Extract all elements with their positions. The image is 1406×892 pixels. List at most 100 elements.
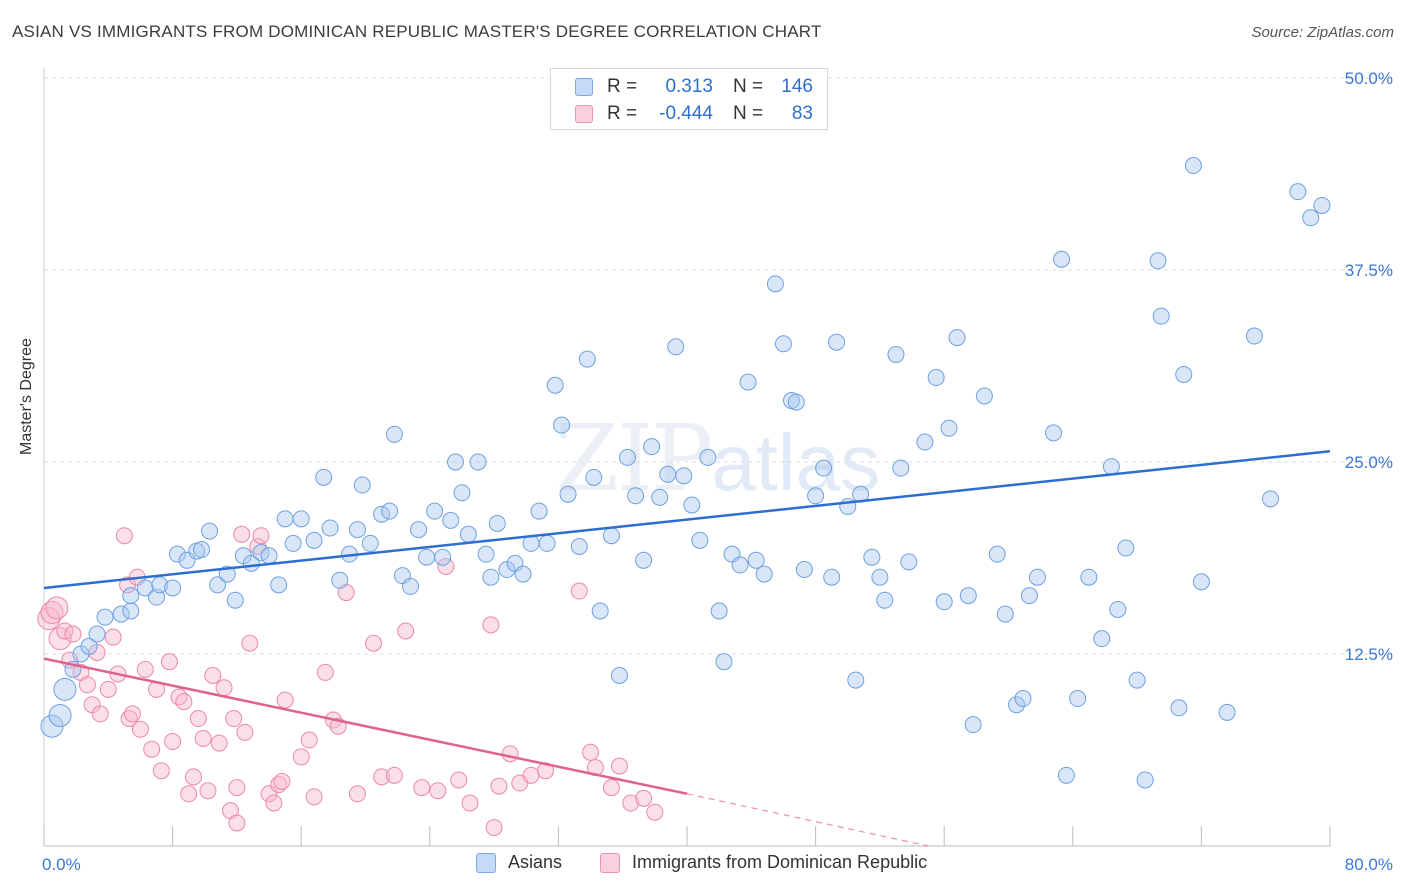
asian-point	[193, 541, 211, 559]
dominican-point	[228, 814, 246, 832]
asian-point	[988, 545, 1006, 563]
dominican-point	[273, 772, 291, 790]
asian-point	[871, 568, 889, 586]
asian-point	[348, 521, 366, 539]
asian-trend-line	[43, 450, 1331, 590]
asian-point	[447, 453, 465, 471]
dominican-point	[64, 625, 82, 643]
legend-r-value: -0.444	[659, 103, 713, 124]
dominican-point	[522, 766, 540, 784]
asian-point	[1313, 196, 1331, 214]
asian-point	[201, 522, 219, 540]
asian-point	[739, 373, 757, 391]
asian-point	[847, 671, 865, 689]
asian-point	[1262, 490, 1280, 508]
asian-point	[643, 438, 661, 456]
asian-point	[1184, 157, 1202, 175]
asian-point	[1245, 327, 1263, 345]
dominican-point	[501, 745, 519, 763]
asian-point	[935, 593, 953, 611]
dominican-point	[48, 627, 72, 651]
dominican-point	[136, 660, 154, 678]
dominican-point	[316, 663, 334, 681]
dominican-trend-extension	[686, 793, 929, 847]
asian-point	[610, 667, 628, 685]
dominican-point	[164, 733, 182, 751]
dominican-point	[228, 779, 246, 797]
asian-point	[292, 510, 310, 528]
dominican-point	[450, 771, 468, 789]
asian-point	[927, 369, 945, 387]
legend-n-label: N =	[733, 103, 764, 124]
asian-point	[651, 488, 669, 506]
asian-point	[361, 534, 379, 552]
asian-point	[715, 653, 733, 671]
dominican-point	[143, 740, 161, 758]
asian-point	[900, 553, 918, 571]
dominican-point	[180, 785, 198, 803]
y-tick-label: 25.0%	[1345, 453, 1393, 472]
dominican-point	[482, 616, 500, 634]
asian-point	[402, 577, 420, 595]
dominican-point	[131, 720, 149, 738]
dominican-point	[170, 688, 188, 706]
asian-point	[959, 587, 977, 605]
asian-point	[477, 545, 495, 563]
legend-row-dominican: R = -0.444 N = 83	[575, 102, 813, 126]
asian-point	[996, 605, 1014, 623]
asian-point	[53, 677, 77, 701]
asian-point	[683, 496, 701, 514]
dominican-point	[485, 819, 503, 837]
asian-point	[270, 576, 288, 594]
asian-point	[488, 514, 506, 532]
dominican-point	[622, 794, 640, 812]
asian-point	[964, 716, 982, 734]
asian-point	[459, 525, 477, 543]
legend-n-value: 146	[781, 76, 813, 97]
dominican-point	[270, 776, 288, 794]
asian-point	[88, 625, 106, 643]
asian-point	[635, 551, 653, 569]
dominican-point	[429, 782, 447, 800]
asian-point	[710, 602, 728, 620]
asian-point	[916, 433, 934, 451]
asian-point	[1128, 671, 1146, 689]
asian-point	[1152, 307, 1170, 325]
asian-point	[538, 534, 556, 552]
asian-point	[747, 551, 765, 569]
x-tick-label: 0.0%	[42, 855, 81, 874]
dominican-point	[123, 705, 141, 723]
asian-point	[122, 587, 140, 605]
asian-point	[699, 448, 717, 466]
asian-point	[1302, 209, 1320, 227]
asian-point	[667, 338, 685, 356]
asian-point	[331, 571, 349, 589]
asian-point	[675, 467, 693, 485]
x-tick-label: 80.0%	[1345, 855, 1393, 874]
legend-swatch-dominican	[575, 105, 593, 123]
dominican-point	[437, 557, 455, 575]
asian-point	[659, 465, 677, 483]
asian-point	[1014, 690, 1032, 708]
asian-point	[514, 565, 532, 583]
dominican-point	[194, 729, 212, 747]
asian-point	[453, 484, 471, 502]
asian-point	[1045, 424, 1063, 442]
asian-point	[482, 568, 500, 586]
asian-point	[164, 579, 182, 597]
asian-point	[570, 537, 588, 555]
asian-point	[315, 468, 333, 486]
legend-n-label: N =	[733, 76, 764, 97]
watermark-zip: ZIP	[555, 405, 713, 512]
asian-point	[578, 350, 596, 368]
asian-point	[940, 419, 958, 437]
asian-point	[1028, 568, 1046, 586]
dominican-point	[373, 768, 391, 786]
legend-r-label: R =	[607, 76, 638, 97]
asian-point	[602, 527, 620, 545]
asian-point	[823, 568, 841, 586]
series-swatch-dominican	[600, 852, 620, 873]
asian-point	[1218, 703, 1236, 721]
dominican-point	[99, 680, 117, 698]
